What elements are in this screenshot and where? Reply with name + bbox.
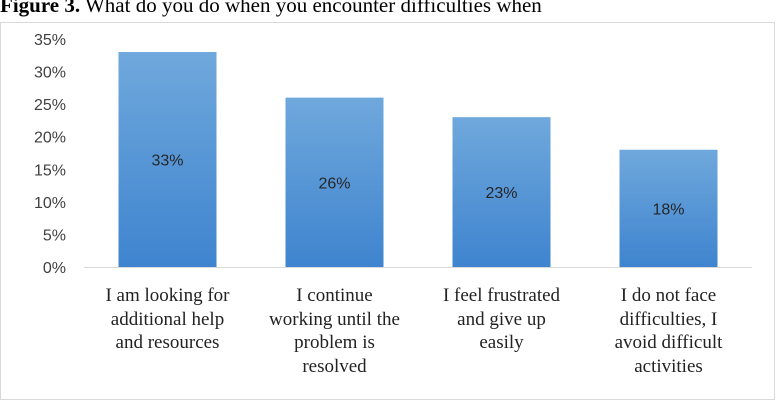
caption-text: What do you do when you encounter diffic… <box>80 0 542 17</box>
y-tick-label: 5% <box>43 227 66 244</box>
y-tick-label: 10% <box>34 195 66 212</box>
y-tick-label: 15% <box>34 162 66 179</box>
y-tick-label: 20% <box>34 130 66 147</box>
x-tick-label-line: additional help <box>110 308 225 330</box>
bar-data-label: 23% <box>485 185 517 202</box>
x-tick-label-line: difficulties, I <box>619 308 718 330</box>
y-tick-label: 30% <box>34 65 66 82</box>
chart-frame <box>0 22 775 400</box>
bars-group <box>118 52 718 268</box>
bar <box>285 97 384 267</box>
x-tick-label-line: easily <box>479 332 524 353</box>
y-axis-ticks: 0% 5% 10% 15% 20% 25% 30% 35% <box>34 32 66 277</box>
x-tick-label-line: problem is <box>294 332 375 353</box>
bar-data-label: 26% <box>318 175 350 192</box>
bar <box>619 149 718 267</box>
x-tick-label-line: working until the <box>269 308 400 330</box>
bar <box>452 117 551 268</box>
bar-data-label: 18% <box>652 201 684 218</box>
x-tick-label-line: and resources <box>115 332 220 353</box>
x-tick-label-line: I feel frustrated <box>442 285 561 306</box>
caption-label: Figure 3. <box>0 0 81 17</box>
x-tick-label: I continue working until the problem is res… <box>246 284 424 378</box>
x-tick-label: I am looking for additional help and resou… <box>79 284 257 355</box>
x-tick-label-line: avoid difficult <box>614 332 723 353</box>
figure-caption: Figure 3. What do you do when you encoun… <box>0 0 776 23</box>
y-tick-label: 25% <box>34 97 66 114</box>
x-tick-label-line: and give up <box>457 308 546 330</box>
y-tick-label: 0% <box>43 260 66 277</box>
x-tick-label-line: I do not face <box>620 285 717 306</box>
data-labels-group: 33% 26% 23% 18% <box>151 153 684 219</box>
bar <box>118 52 217 268</box>
bar-data-label: 33% <box>151 153 183 170</box>
x-tick-label-line: resolved <box>302 355 367 377</box>
x-tick-label-line: activities <box>634 355 703 377</box>
x-tick-label: I feel frustrated and give up easily <box>413 284 591 355</box>
x-tick-label-line: I am looking for <box>105 285 230 306</box>
x-tick-label-line: I continue <box>296 285 373 306</box>
y-tick-label: 35% <box>34 32 66 49</box>
